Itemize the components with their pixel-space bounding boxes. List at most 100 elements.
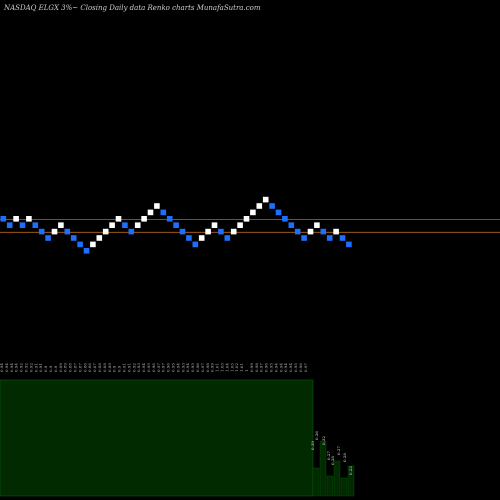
tick-label: 0.95 <box>171 363 176 372</box>
tick-label: 0.94 <box>288 363 293 372</box>
tick-label: 0.94 <box>14 363 19 372</box>
tick-label: 1.01 <box>239 363 244 372</box>
tick-label: 0.98 <box>254 363 259 372</box>
renko-brick-down <box>294 228 301 235</box>
renko-brick-down <box>218 228 224 235</box>
renko-brick-up <box>102 228 109 235</box>
tick-label: 0.94 <box>9 363 14 372</box>
renko-brick-down <box>38 228 45 235</box>
volume-label: 0.27 <box>326 451 331 460</box>
tick-label: 0.96 <box>264 363 269 372</box>
tick-label: 0.86 <box>87 363 92 372</box>
tick-label: 0.87 <box>73 363 78 372</box>
volume-panel <box>0 379 355 497</box>
volume-bar <box>312 467 320 497</box>
volume-label: 0.36 <box>314 431 319 440</box>
renko-brick-down <box>339 235 346 241</box>
renko-brick-down <box>269 203 275 209</box>
renko-brick-up <box>333 228 339 235</box>
tick-label: 0.99 <box>210 363 215 372</box>
tick-label: 0.94 <box>175 363 180 372</box>
renko-brick-down <box>128 228 135 235</box>
volume-bar <box>340 477 348 497</box>
volume-block <box>0 379 314 497</box>
renko-brick-down <box>0 216 7 222</box>
volume-bar <box>347 465 355 497</box>
tick-label: 0.94 <box>278 363 283 372</box>
tick-label: 0.98 <box>205 363 210 372</box>
volume-label: 0.28 <box>330 456 335 465</box>
tick-label: 1.03 <box>229 363 234 372</box>
tick-label: 0.91 <box>33 363 38 372</box>
tick-label: 0.9 <box>43 365 48 372</box>
renko-brick-up <box>51 228 58 235</box>
tick-label: 0.91 <box>122 363 127 372</box>
renko-brick-up <box>198 235 205 241</box>
tick-label: 0.93 <box>180 363 185 372</box>
renko-brick-down <box>282 216 288 222</box>
renko-brick-down <box>192 241 199 248</box>
renko-brick-down <box>346 241 352 248</box>
renko-brick-up <box>250 209 256 216</box>
renko-brick-up <box>26 216 32 222</box>
tick-label: 0.94 <box>283 363 288 372</box>
tick-label: 0.94 <box>273 363 278 372</box>
renko-brick-down <box>70 235 77 241</box>
renko-brick-down <box>160 209 167 216</box>
renko-brick-up <box>134 222 141 228</box>
chart-title: NASDAQ ELGX 3%~ Closing Daily data Renko… <box>3 4 261 12</box>
renko-brick-down <box>186 235 192 241</box>
renko-brick-up <box>211 222 218 228</box>
tick-label: 1.04 <box>224 363 229 372</box>
tick-label: 0.96 <box>151 363 156 372</box>
tick-label: 0.94 <box>0 363 4 372</box>
renko-brick-up <box>243 216 250 222</box>
renko-brick-down <box>45 235 51 241</box>
tick-label: 0.95 <box>190 363 195 372</box>
volume-label: 0.22 <box>348 466 353 475</box>
tick-label: 1.01 <box>215 363 220 372</box>
tick-label: 0.96 <box>166 363 171 372</box>
tick-label: 0.91 <box>38 363 43 372</box>
renko-brick-down <box>64 228 71 235</box>
renko-brick-down <box>288 222 295 228</box>
tick-label: 0.94 <box>185 363 190 372</box>
renko-brick-up <box>307 228 314 235</box>
renko-brick-down <box>326 235 333 241</box>
volume-bar <box>326 475 334 497</box>
tick-label: 0.96 <box>195 363 200 372</box>
tick-label: 0.92 <box>19 363 24 372</box>
renko-brick-down <box>301 235 307 241</box>
tick-label: 0.87 <box>77 363 82 372</box>
tick-label: 0.87 <box>92 363 97 372</box>
tick-labels: 0.94 0.94 0.94 0.94 0.92 0.92 0.92 0.91 0.91 0.9 0… <box>0 363 308 372</box>
renko-brick-up <box>154 203 160 209</box>
renko-brick-down <box>275 209 282 216</box>
tick-label: 0.93 <box>136 363 141 372</box>
tick-label: 0.96 <box>298 363 303 372</box>
renko-brick-up <box>230 228 237 235</box>
renko-brick-down <box>224 235 231 241</box>
reference-lines <box>0 219 500 233</box>
renko-brick-up <box>147 209 154 216</box>
volume-label: 0.32 <box>321 436 326 445</box>
renko-brick-up <box>262 196 269 203</box>
volume-labels: 0.390.360.320.270.280.270.280.22 <box>310 431 353 475</box>
renko-brick-up <box>109 222 115 228</box>
tick-label: 0.95 <box>146 363 151 372</box>
tick-label: 0.9 <box>48 365 53 372</box>
renko-brick-up <box>237 222 243 228</box>
tick-label: 0.97 <box>259 363 264 372</box>
renko-brick-down <box>122 222 128 228</box>
tick-label: 0.91 <box>126 363 131 372</box>
tick-label: 0.94 <box>4 363 9 372</box>
tick-label: 1.03 <box>220 363 225 372</box>
volume-label: 0.39 <box>310 441 315 450</box>
tick-label: 0.95 <box>293 363 298 372</box>
tick-label: 0.88 <box>68 363 73 372</box>
tick-label: 0.9 <box>117 365 122 372</box>
renko-brick-up <box>205 228 211 235</box>
volume-label: 0.28 <box>342 453 347 462</box>
volume-bar <box>333 460 341 497</box>
